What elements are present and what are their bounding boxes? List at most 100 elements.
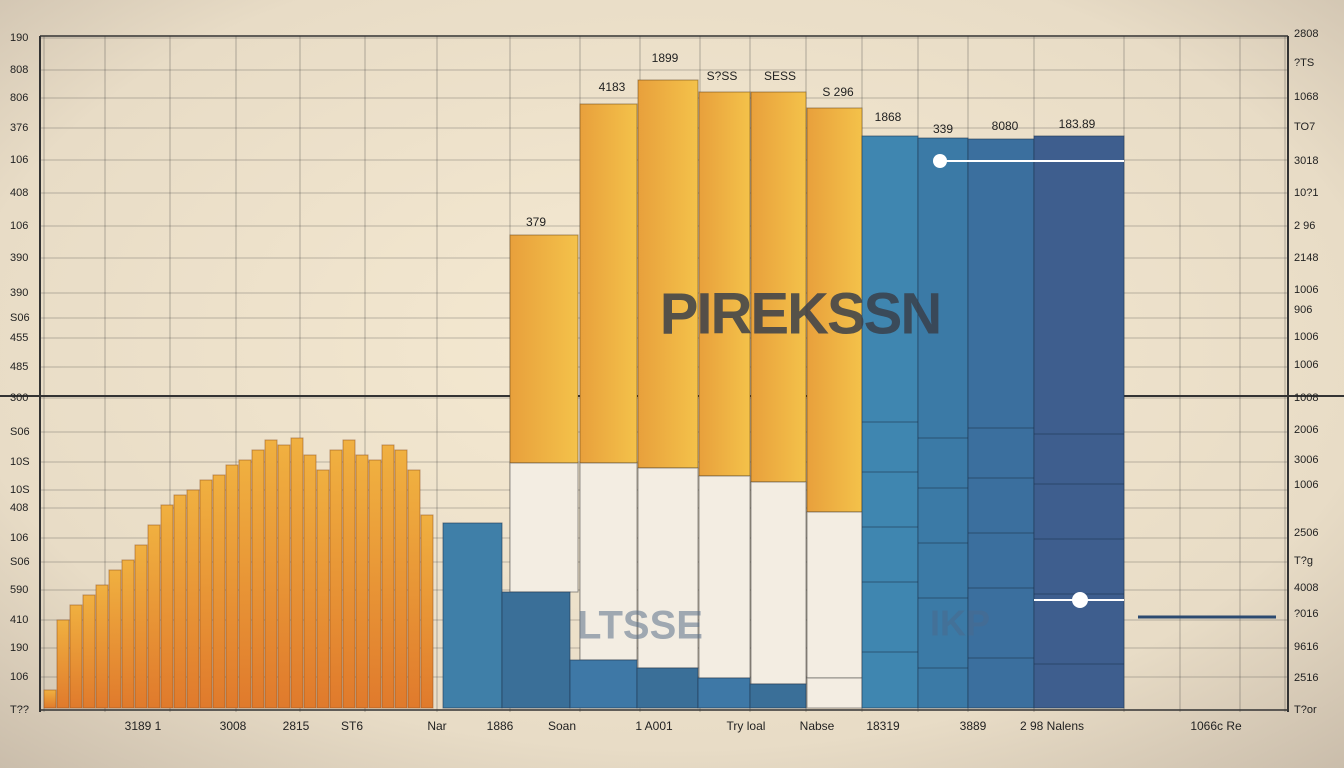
bar-label: 8080 [992,119,1019,133]
bottom-label: 1066c Re [1190,719,1242,733]
bar [420,514,434,709]
right-label: ?016 [1294,608,1318,620]
pointer-dot [1072,592,1088,608]
bar [251,449,265,709]
bottom-label: 2815 [283,719,310,733]
watermark: IKP [930,603,990,644]
bottom-label: 1 A001 [635,719,673,733]
left-label: 390 [10,252,28,264]
bar [186,489,200,709]
left-label: 10S [10,456,30,468]
bar [277,444,291,709]
bottom-label: 3008 [220,719,247,733]
bar-lower [806,677,863,709]
bar [697,677,751,709]
bar-lower [698,475,751,679]
right-label: T?g [1294,555,1313,567]
right-label: 906 [1294,304,1312,316]
bar [199,479,213,709]
bar [147,524,161,709]
bar-lower [637,467,699,669]
bar [501,591,571,709]
right-label: 3018 [1294,155,1318,167]
bar [1033,135,1125,709]
right-label: 2148 [1294,252,1318,264]
left-label: 106 [10,532,28,544]
bar [636,667,699,709]
bar [160,504,174,709]
bottom-label: Try loal [727,719,766,733]
bar [303,454,317,709]
bar-label: 379 [526,215,546,229]
bar [509,234,579,464]
bar-label: S 296 [822,85,854,99]
left-label: 455 [10,332,28,344]
bar-label: 1899 [652,51,679,65]
bar-label: 183.89 [1059,117,1096,131]
bar [749,683,807,709]
left-label: S06 [10,426,30,438]
left-label: S06 [10,312,30,324]
right-label: 9616 [1294,641,1318,653]
bar [134,544,148,709]
bar [342,439,356,709]
watermark: LTSSE [577,604,703,648]
right-label: 1006 [1294,359,1318,371]
bar [698,91,751,477]
bar [173,494,187,709]
left-label: S06 [10,556,30,568]
left-label: 808 [10,64,28,76]
bar [212,474,226,709]
bar [967,138,1035,709]
right-label: 2506 [1294,527,1318,539]
bar-label: SESS [764,69,796,83]
left-label: 410 [10,614,28,626]
right-label: 2006 [1294,424,1318,436]
bar [82,594,96,709]
bar [637,79,699,469]
pointer-dot [933,154,947,168]
bar [95,584,109,709]
bar-lower [509,462,579,593]
right-label: 2 96 [1294,220,1315,232]
left-label: 190 [10,32,28,44]
bar [355,454,369,709]
left-label: 106 [10,220,28,232]
bar [290,437,304,709]
bottom-label: Soan [548,719,576,733]
right-label: 1068 [1294,91,1318,103]
bottom-label: ST6 [341,719,363,733]
right-label: 3006 [1294,454,1318,466]
bar [264,439,278,709]
bar [69,604,83,709]
bar-lower [579,462,638,661]
bottom-label: 18319 [866,719,900,733]
bottom-label: Nar [427,719,446,733]
bar [579,103,638,464]
bar [381,444,395,709]
bar [368,459,382,709]
left-label: 300 [10,392,28,404]
bar-label: 4183 [599,80,626,94]
bar [329,449,343,709]
right-label: 1006 [1294,284,1318,296]
bar [121,559,135,709]
right-label: 10?1 [1294,187,1318,199]
bottom-label: 2 98 Nalens [1020,719,1084,733]
bar-label: 1868 [875,110,902,124]
bar-label: S?SS [707,69,738,83]
bar-lower [750,481,807,685]
bar-label: 339 [933,122,953,136]
bar [108,569,122,709]
right-label: 1008 [1294,392,1318,404]
bottom-label: 3889 [960,719,987,733]
bar [316,469,330,709]
left-label: 10S [10,484,30,496]
bar [569,659,638,709]
left-label: 590 [10,584,28,596]
left-label: 485 [10,361,28,373]
left-label: 806 [10,92,28,104]
bar [225,464,239,709]
right-label: T?or [1294,704,1317,716]
